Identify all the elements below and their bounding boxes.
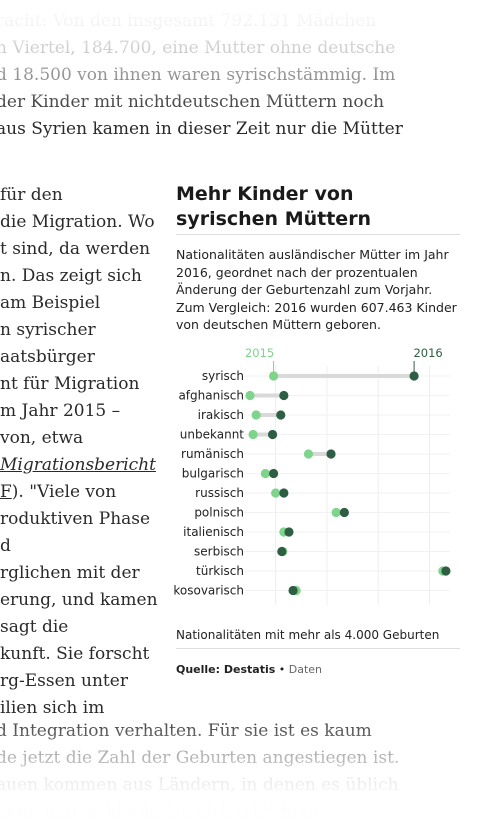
article-line: d bbox=[0, 536, 11, 556]
source-line: Quelle: Destatis • Daten bbox=[176, 663, 322, 676]
article-line: d 18.500 von ihnen waren syrischstämmig.… bbox=[0, 65, 396, 85]
category-label: rumänisch bbox=[181, 447, 244, 461]
dot-2016 bbox=[441, 566, 451, 576]
article-line: rglichen mit der bbox=[0, 563, 140, 583]
article-line: der Kinder mit nichtdeutschen Müttern no… bbox=[0, 92, 385, 112]
article-line: sagt die bbox=[0, 617, 69, 637]
article-line: men, und sichbefinden sich jetzt in der bbox=[0, 802, 332, 822]
article-line: kunft. Sie forscht bbox=[0, 644, 150, 664]
article-line: F). "Viele von bbox=[0, 479, 116, 506]
article-line: nt für Migration bbox=[0, 374, 140, 394]
dot-2016 bbox=[409, 371, 419, 381]
chart-box: Mehr Kinder von syrischen Müttern Nation… bbox=[160, 176, 460, 696]
article-line: n. Das zeigt sich bbox=[0, 266, 142, 286]
article-text: ). "Viele von bbox=[11, 482, 117, 502]
dot-2016 bbox=[288, 585, 298, 596]
dot-2016 bbox=[326, 449, 336, 459]
legend-2016: 2016 bbox=[413, 346, 442, 360]
dot-2016 bbox=[268, 468, 279, 479]
article-line: rg-Essen unter bbox=[0, 671, 128, 691]
dot-2015 bbox=[245, 390, 255, 401]
migrationsbericht-link[interactable]: Migrationsbericht bbox=[0, 455, 156, 475]
pdf-link[interactable]: F bbox=[0, 482, 12, 502]
category-label: bulgarisch bbox=[182, 467, 244, 481]
category-label: syrisch bbox=[202, 369, 244, 383]
dot-2015 bbox=[331, 507, 341, 518]
source-separator: • bbox=[275, 663, 289, 676]
dot-2016 bbox=[279, 390, 289, 401]
article-line: n Viertel, 184.700, eine Mutter ohne deu… bbox=[0, 38, 396, 58]
article-line: am Beispiel bbox=[0, 293, 101, 313]
category-label: irakisch bbox=[198, 408, 244, 422]
dot-2016 bbox=[276, 410, 286, 420]
article-line: t sind, da werden bbox=[0, 239, 151, 259]
dot-2016 bbox=[267, 429, 278, 440]
category-label: serbisch bbox=[194, 545, 244, 559]
article-line: von, etwa bbox=[0, 428, 84, 448]
dot-2015 bbox=[248, 429, 258, 440]
article-line: roduktiven Phase bbox=[0, 509, 151, 529]
dot-2015 bbox=[268, 371, 279, 381]
article-line: für den bbox=[0, 185, 63, 205]
article-line: aus Syrien kamen in dieser Zeit nur die … bbox=[0, 119, 403, 139]
dot-chart: 5.00010.00015.00020.00020152016syrischaf… bbox=[173, 346, 451, 605]
category-label: italienisch bbox=[183, 525, 244, 539]
category-label: polnisch bbox=[194, 506, 244, 520]
dot-2016 bbox=[279, 488, 289, 498]
dot-2015 bbox=[260, 468, 270, 479]
article-line: Migrationsbericht bbox=[0, 452, 156, 479]
category-label: unbekannt bbox=[180, 428, 245, 442]
category-label: kosovarisch bbox=[173, 584, 244, 598]
category-label: russisch bbox=[195, 486, 244, 500]
article-line: aatsbürger bbox=[0, 347, 95, 367]
article-line: m Jahr 2015 – bbox=[0, 401, 121, 421]
dot-2015 bbox=[251, 410, 261, 420]
article-line: de jetzt die Zahl der Geburten angestieg… bbox=[0, 748, 400, 768]
title-divider bbox=[176, 234, 460, 235]
dot-2015 bbox=[271, 488, 281, 498]
article-line: auen kommen aus Ländern, in denen es übl… bbox=[0, 775, 399, 795]
dot-2016 bbox=[284, 527, 294, 537]
data-link[interactable]: Daten bbox=[288, 663, 323, 676]
category-label: afghanisch bbox=[178, 389, 244, 403]
category-label: türkisch bbox=[196, 564, 244, 578]
article-line: . bbox=[0, 143, 1, 170]
article-line: erung, und kamen bbox=[0, 590, 158, 610]
chart-subtitle: Nationalitäten ausländischer Mütter im J… bbox=[176, 247, 457, 332]
article-line: d Integration verhalten. Für sie ist es … bbox=[0, 721, 372, 741]
article-line: n syrischer bbox=[0, 320, 96, 340]
article-line: die Migration. Wo bbox=[0, 212, 155, 232]
note-divider bbox=[176, 648, 460, 649]
article-line: racht: Von den insgesamt 792.131 Mädchen bbox=[0, 11, 377, 31]
chart-title: Mehr Kinder von syrischen Müttern bbox=[176, 183, 372, 230]
dot-2016 bbox=[339, 507, 349, 518]
legend-2015: 2015 bbox=[245, 346, 274, 360]
dot-2015 bbox=[303, 449, 314, 459]
chart-note: Nationalitäten mit mehr als 4.000 Geburt… bbox=[176, 628, 440, 642]
dot-2016 bbox=[277, 546, 287, 557]
source-label: Quelle: Destatis bbox=[176, 663, 276, 676]
